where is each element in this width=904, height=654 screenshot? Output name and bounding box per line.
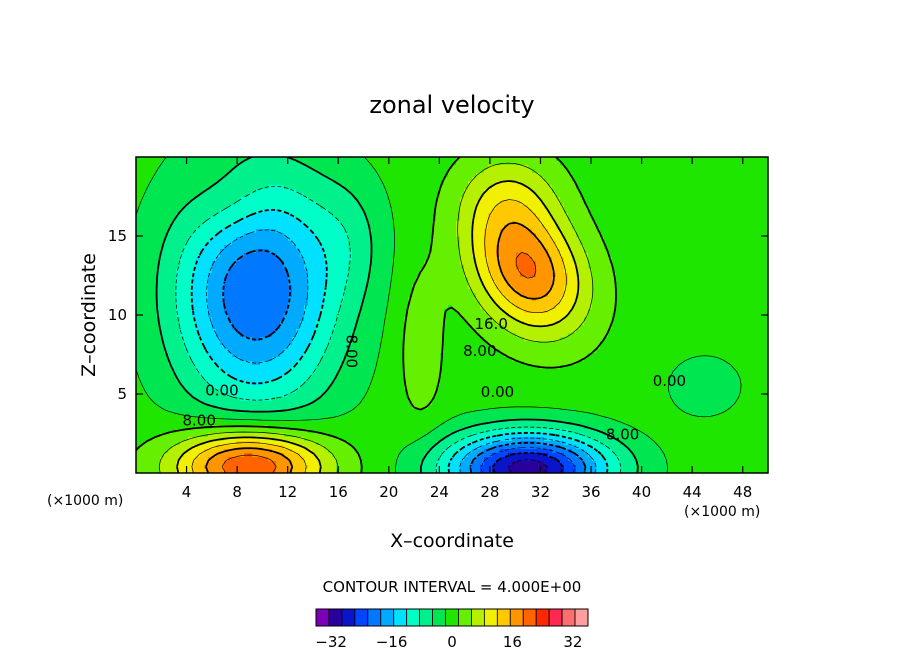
x-tick-label: 4 <box>182 483 192 501</box>
contour-interval-label: CONTOUR INTERVAL = 4.000E+00 <box>323 578 582 596</box>
colorbar-swatch <box>496 608 511 627</box>
colorbar-swatch <box>522 608 537 627</box>
y-axis: 5 10 15 <box>108 227 768 403</box>
colorbar-swatch <box>535 608 550 627</box>
colorbar-frame <box>315 608 589 627</box>
contour-label: 8.00 <box>182 411 215 429</box>
x-tick-label: 36 <box>581 483 600 501</box>
contour-line--28 <box>508 459 548 473</box>
colorbar-swatch <box>548 608 563 627</box>
colorbar-swatch <box>561 608 576 627</box>
x-axis-label: X–coordinate <box>390 530 514 552</box>
x-unit-left: (×1000 m) <box>47 493 123 509</box>
x-tick-label: 24 <box>430 483 449 501</box>
colorbar-swatch <box>458 608 472 627</box>
colorbar-swatch <box>315 608 330 627</box>
x-tick-label: 20 <box>379 483 398 501</box>
x-tick-label: 8 <box>232 483 242 501</box>
colorbar-swatch <box>445 608 459 627</box>
contour-line--4 <box>175 185 622 473</box>
y-tick-label: 10 <box>108 306 127 324</box>
colorbar-label: 16 <box>503 633 522 651</box>
colorbar-swatch <box>419 608 433 627</box>
x-tick-label: 16 <box>329 483 348 501</box>
contour-label: 0.00 <box>205 381 238 399</box>
colorbar-label: 0 <box>447 633 457 651</box>
x-unit-right: (×1000 m) <box>684 504 760 520</box>
y-tick-label: 5 <box>117 385 127 403</box>
contour-line-16 <box>176 180 580 473</box>
colorbar-swatch <box>328 608 343 627</box>
contour-line--24 <box>492 452 564 473</box>
contour-line-0 <box>155 157 639 473</box>
colorbar-swatch <box>483 608 498 627</box>
contour-label: 8.00 <box>342 335 360 368</box>
colorbar-swatch <box>380 608 395 627</box>
contour-line--20 <box>480 447 575 473</box>
x-tick-label: 28 <box>480 483 499 501</box>
contour-label: 8.00 <box>463 342 496 360</box>
colorbar-swatch <box>471 608 485 627</box>
x-tick-label: 48 <box>733 483 752 501</box>
contour-line-8 <box>136 157 617 473</box>
colorbar-swatch <box>354 608 369 627</box>
x-axis: 4 8 12 16 20 24 28 32 36 40 44 48 <box>182 157 752 501</box>
contour-labels: 16.0 8.00 8.00 0.00 0.00 8.00 8.00 0.00 <box>182 315 686 444</box>
colorbar-swatch <box>393 608 408 627</box>
x-tick-label: 32 <box>531 483 550 501</box>
contour-label: 0.00 <box>481 383 514 401</box>
contour-lines <box>136 157 742 473</box>
contour-line--12 <box>206 229 597 473</box>
contour-label: 0.00 <box>653 372 686 390</box>
x-tick-label: 12 <box>278 483 297 501</box>
contour-line--16 <box>222 249 587 473</box>
contour-line--8 <box>190 209 609 473</box>
colorbar-label: 32 <box>563 633 582 651</box>
colorbar-label: −16 <box>376 633 408 651</box>
contour-line-20 <box>191 199 567 473</box>
colorbar-swatch <box>367 608 382 627</box>
colorbar-swatch <box>509 608 524 627</box>
colorbar: −32 −16 0 16 32 <box>315 608 589 651</box>
y-tick-label: 15 <box>108 227 127 245</box>
colorbar-label: −32 <box>315 633 347 651</box>
contour-line-28 <box>221 251 537 473</box>
x-tick-label: 44 <box>683 483 702 501</box>
colorbar-swatch <box>574 608 589 627</box>
contour-line-24 <box>205 221 555 473</box>
colorbar-swatch <box>341 608 356 627</box>
contour-label: 16.0 <box>474 315 507 333</box>
y-axis-label: Z–coordinate <box>78 253 100 377</box>
colorbar-swatch <box>406 608 421 627</box>
chart-title: zonal velocity <box>369 91 534 119</box>
contour-line-12 <box>158 162 594 473</box>
plot-area: 16.0 8.00 8.00 0.00 0.00 8.00 8.00 0.00 <box>135 156 769 474</box>
contour-label: 8.00 <box>606 426 639 444</box>
colorbar-swatch <box>432 608 446 627</box>
x-tick-label: 40 <box>632 483 651 501</box>
